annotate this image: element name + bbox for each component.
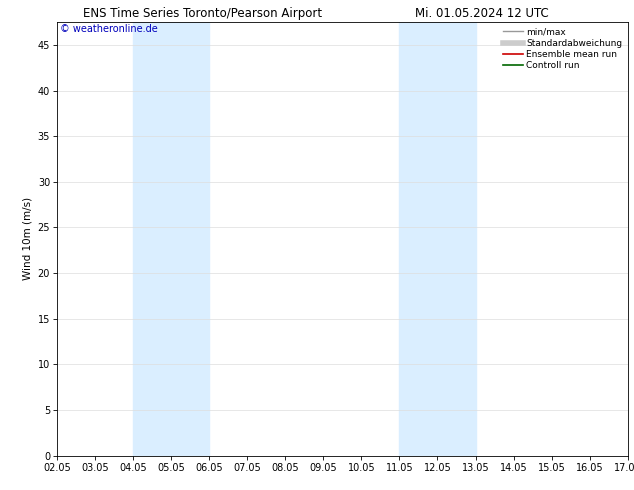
Y-axis label: Wind 10m (m/s): Wind 10m (m/s) bbox=[22, 197, 32, 280]
Legend: min/max, Standardabweichung, Ensemble mean run, Controll run: min/max, Standardabweichung, Ensemble me… bbox=[499, 24, 626, 74]
Text: ENS Time Series Toronto/Pearson Airport: ENS Time Series Toronto/Pearson Airport bbox=[83, 7, 323, 21]
Bar bbox=[399, 22, 476, 456]
Bar bbox=[133, 22, 209, 456]
Text: Mi. 01.05.2024 12 UTC: Mi. 01.05.2024 12 UTC bbox=[415, 7, 548, 21]
Text: © weatheronline.de: © weatheronline.de bbox=[60, 24, 158, 34]
